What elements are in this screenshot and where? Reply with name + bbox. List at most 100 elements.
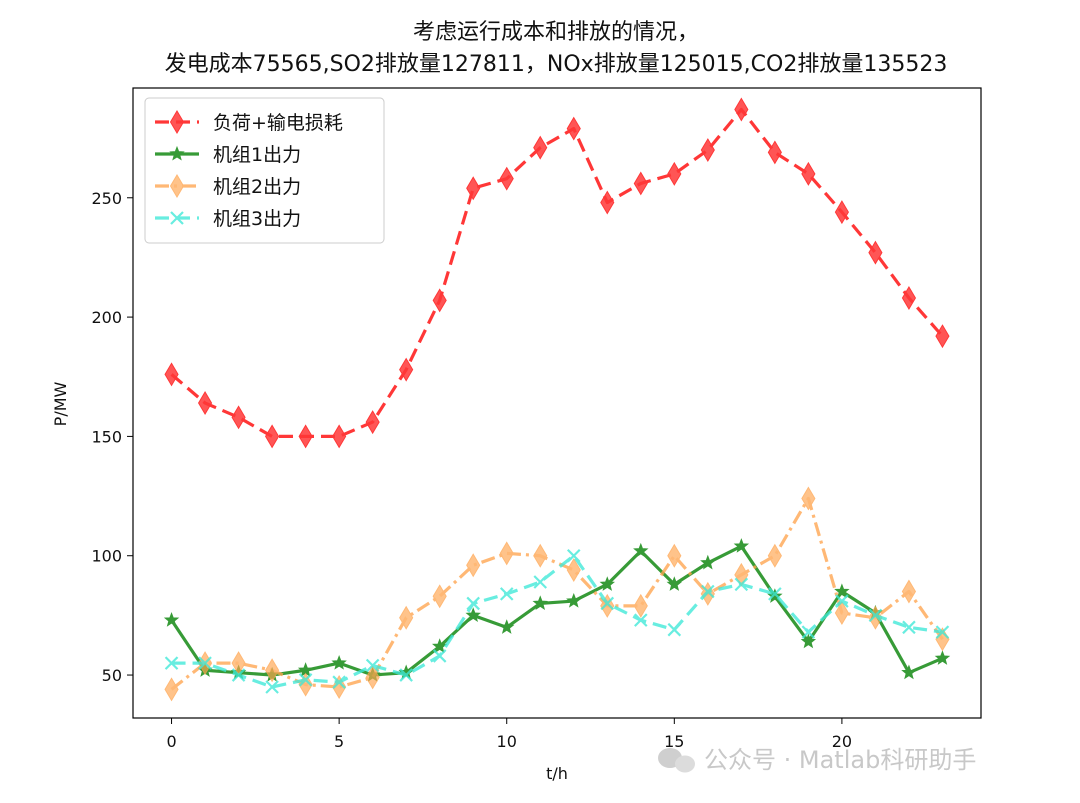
data-point-marker (163, 612, 180, 627)
legend-label: 机组1出力 (213, 144, 301, 166)
series-line (171, 554, 943, 689)
data-point-marker (566, 116, 581, 141)
series-layer (163, 97, 951, 702)
data-point-marker (868, 608, 883, 623)
data-point-marker (901, 579, 917, 604)
data-point-marker (633, 542, 649, 558)
legend-label: 负荷+输电损耗 (213, 112, 343, 134)
y-axis-label: P/MW (51, 381, 70, 426)
legend-entry: 机组2出力 (155, 174, 301, 198)
data-point-marker (600, 596, 615, 611)
data-point-marker (734, 562, 749, 587)
plot-area (132, 87, 982, 719)
data-point-marker (432, 649, 447, 663)
data-point-marker (431, 638, 448, 653)
data-point-marker (701, 584, 715, 599)
y-tick-label: 50 (102, 666, 122, 685)
chart-title-line2: 发电成本75565,SO2排放量127811，NOx排放量125015,CO2排… (165, 52, 948, 77)
data-point-marker (734, 97, 749, 122)
data-point-marker (901, 664, 917, 680)
data-point-marker (868, 240, 883, 265)
data-point-marker (365, 410, 380, 435)
data-point-marker (399, 668, 413, 682)
data-point-marker (298, 424, 313, 449)
data-point-marker (332, 675, 346, 689)
data-point-marker (231, 668, 246, 682)
data-point-marker (935, 324, 950, 349)
data-point-marker (169, 110, 185, 134)
data-point-marker (197, 391, 213, 415)
data-point-marker (331, 654, 347, 670)
data-point-marker (633, 593, 648, 618)
data-point-marker (767, 543, 782, 568)
y-axis-ticks: 50 100 150 200 250 (91, 189, 133, 685)
data-point-marker (332, 424, 347, 449)
data-point-marker (533, 575, 548, 589)
data-point-marker (169, 145, 185, 161)
data-point-marker (170, 211, 184, 225)
data-point-marker (499, 587, 514, 601)
data-point-marker (532, 595, 548, 611)
data-point-marker (935, 625, 950, 639)
data-point-marker (466, 596, 480, 611)
legend-entry: 机组3出力 (155, 208, 301, 230)
series-line (170, 496, 944, 691)
plot-frame (132, 87, 982, 719)
y-tick-label: 250 (91, 189, 122, 208)
data-point-marker (599, 576, 615, 591)
data-point-marker (700, 554, 716, 570)
series-2 (163, 538, 951, 682)
data-point-marker (801, 625, 816, 639)
x-tick-label: 20 (832, 732, 852, 751)
data-point-marker (164, 362, 179, 387)
data-point-marker (533, 135, 548, 160)
legend-entry: 机组1出力 (155, 144, 301, 166)
legend-entry: 负荷+输电损耗 (155, 110, 343, 134)
wechat-icon (658, 748, 695, 773)
data-point-marker (834, 601, 849, 625)
data-point-marker (834, 200, 849, 225)
data-point-marker (365, 665, 380, 690)
x-tick-label: 5 (334, 732, 344, 751)
data-point-marker (231, 405, 246, 430)
data-point-marker (465, 607, 481, 622)
data-point-marker (265, 424, 280, 449)
x-tick-label: 0 (166, 732, 176, 751)
data-point-marker (634, 613, 648, 627)
series-3 (164, 486, 950, 702)
data-point-marker (667, 622, 682, 637)
data-point-marker (768, 587, 782, 601)
data-point-marker (667, 543, 682, 568)
x-tick-label: 10 (497, 732, 517, 751)
data-point-marker (566, 548, 581, 563)
data-point-marker (834, 583, 850, 599)
data-point-marker (432, 584, 447, 609)
data-point-marker (700, 138, 715, 163)
data-point-marker (667, 161, 682, 186)
series-1 (164, 97, 950, 449)
data-point-marker (432, 288, 447, 313)
data-point-marker (600, 190, 615, 215)
data-point-marker (169, 174, 185, 198)
data-point-marker (164, 656, 179, 670)
data-point-marker (365, 658, 380, 673)
y-tick-label: 200 (91, 308, 122, 327)
x-axis-ticks: 0 5 10 15 20 (166, 718, 852, 751)
data-point-marker (566, 592, 582, 608)
data-point-marker (666, 576, 683, 591)
watermark-text: 公众号 · Matlab科研助手 (704, 746, 976, 774)
legend-box (144, 97, 385, 244)
y-tick-label: 150 (91, 427, 122, 446)
data-point-marker (733, 538, 750, 553)
data-point-marker (198, 656, 212, 670)
watermark: 公众号 · Matlab科研助手 (658, 746, 976, 774)
data-point-marker (767, 140, 782, 165)
data-point-marker (801, 161, 816, 186)
data-point-marker (298, 673, 313, 687)
legend-label: 机组3出力 (213, 208, 301, 230)
data-point-marker (633, 171, 648, 196)
data-point-marker (902, 620, 916, 635)
data-point-marker (800, 633, 817, 649)
data-point-marker (466, 553, 481, 578)
